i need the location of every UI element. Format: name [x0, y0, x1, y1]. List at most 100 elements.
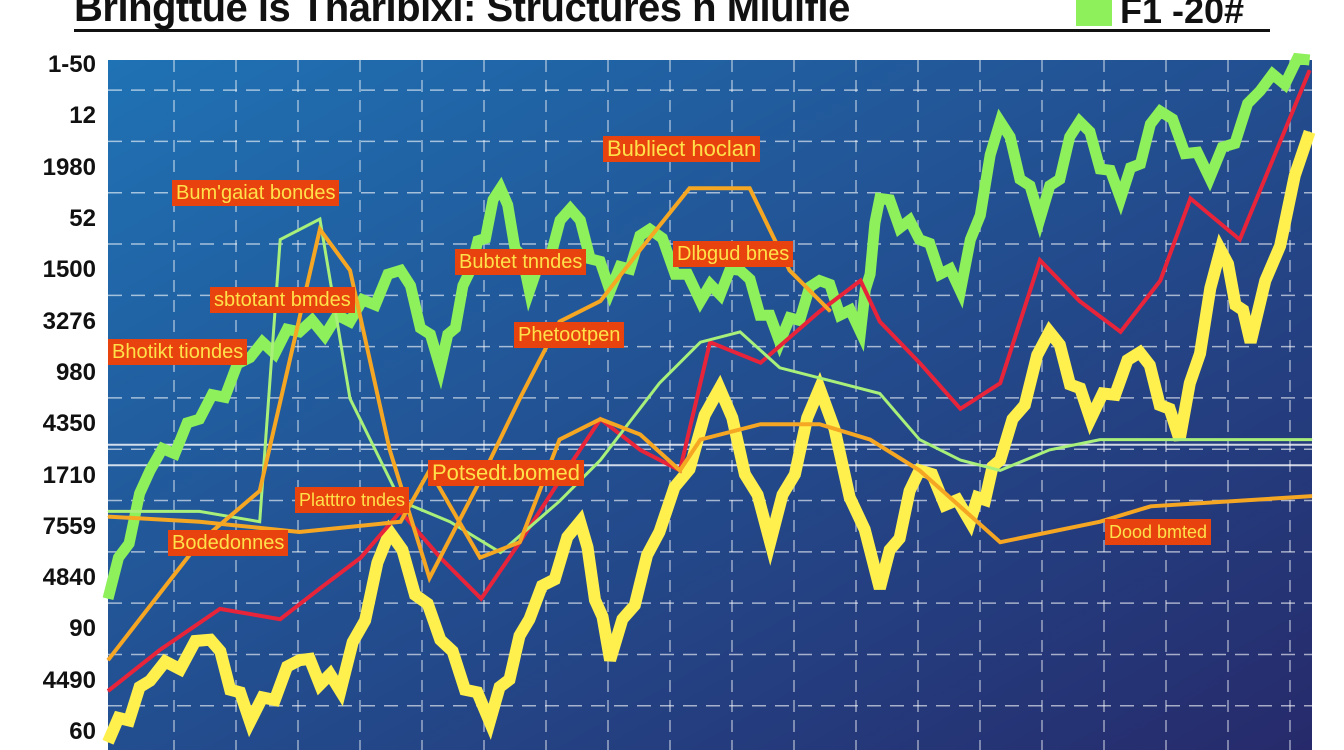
data-point	[298, 659, 300, 661]
data-point	[279, 239, 281, 241]
data-point	[107, 690, 109, 692]
data-point	[199, 521, 201, 523]
legend-swatch	[1076, 0, 1112, 26]
data-point	[649, 228, 651, 230]
data-point	[219, 608, 221, 610]
data-point	[999, 459, 1001, 461]
data-point	[500, 187, 502, 189]
data-point	[319, 228, 321, 230]
data-point	[959, 290, 961, 292]
data-point	[249, 357, 251, 359]
data-point	[259, 521, 261, 523]
data-point	[879, 198, 881, 200]
data-point	[479, 557, 481, 559]
data-point	[319, 587, 321, 589]
data-point	[209, 639, 211, 641]
y-tick-label: 7559	[42, 512, 96, 540]
data-point	[400, 269, 402, 271]
data-point	[1099, 521, 1101, 523]
data-point	[1309, 59, 1311, 61]
y-tick-label: 12	[69, 102, 96, 130]
data-point	[819, 280, 821, 282]
data-point	[439, 367, 441, 369]
data-point	[760, 423, 762, 425]
data-point	[999, 541, 1001, 543]
data-point	[1209, 177, 1211, 179]
data-point	[918, 439, 920, 441]
data-point	[719, 387, 721, 389]
data-point	[1219, 249, 1221, 251]
data-point	[107, 659, 109, 661]
annotation-label: Bubtet tnndes	[455, 249, 587, 275]
data-point	[559, 321, 560, 323]
data-point	[959, 408, 961, 410]
data-point	[1079, 300, 1081, 302]
data-point	[389, 449, 391, 451]
annotation-label: Phetootpen	[514, 322, 625, 348]
data-point	[639, 433, 641, 435]
series-line-4	[107, 416, 1313, 561]
data-point	[480, 598, 482, 600]
data-point	[559, 500, 560, 502]
annotation-label: Bubliect hoclan	[603, 136, 761, 162]
data-point	[749, 187, 751, 189]
data-point	[1159, 280, 1161, 282]
data-point	[999, 121, 1001, 123]
data-point	[107, 598, 109, 600]
data-point	[739, 331, 741, 333]
data-point	[199, 418, 201, 420]
series-line-5	[106, 186, 832, 662]
data-point	[107, 741, 109, 743]
data-point	[918, 239, 920, 241]
data-point	[788, 269, 790, 271]
data-point	[107, 510, 109, 512]
data-point	[149, 680, 151, 682]
data-point	[1311, 439, 1313, 441]
data-point	[599, 418, 601, 420]
data-point	[1150, 505, 1152, 507]
data-point	[249, 721, 251, 723]
data-point	[298, 331, 300, 333]
data-point	[1250, 341, 1252, 343]
data-point	[519, 398, 521, 400]
data-point	[439, 639, 441, 641]
chart-title: Bringttue is Tharibixi: Structures n Miu…	[74, 0, 850, 30]
data-point	[969, 521, 971, 523]
y-tick-label: 90	[69, 615, 96, 643]
data-point	[739, 269, 741, 271]
data-point	[699, 300, 701, 302]
annotation-label: Dlbgud bnes	[673, 241, 794, 267]
y-tick-label: 4350	[42, 410, 96, 438]
series-line-0	[102, 52, 1311, 601]
title-underline	[74, 29, 1270, 32]
data-point	[339, 690, 341, 692]
data-point	[1099, 439, 1101, 441]
y-tick-label: 1980	[42, 153, 96, 181]
y-tick-label: 3276	[42, 307, 96, 335]
legend-label: F1 -20#	[1120, 0, 1245, 31]
annotation-label: sbtotant bmdes	[210, 287, 355, 313]
data-point	[500, 551, 502, 553]
series-group	[102, 52, 1316, 745]
data-point	[999, 469, 1001, 471]
data-point	[779, 367, 781, 369]
data-point	[1120, 331, 1122, 333]
data-point	[819, 387, 821, 389]
data-point	[599, 300, 601, 302]
y-tick-label: 4840	[42, 564, 96, 592]
data-point	[999, 382, 1001, 384]
data-point	[769, 541, 771, 543]
annotation-label: Bodedonnes	[168, 530, 289, 556]
data-point	[1049, 331, 1051, 333]
data-point	[1259, 90, 1261, 92]
data-point	[1311, 495, 1313, 497]
data-point	[1309, 131, 1311, 133]
data-point	[298, 531, 300, 533]
data-point	[349, 321, 351, 323]
data-point	[519, 541, 521, 543]
data-point	[569, 208, 571, 210]
data-point	[559, 439, 560, 441]
data-point	[918, 469, 920, 471]
y-tick-label: 60	[69, 718, 96, 746]
y-tick-label: 4490	[42, 666, 96, 694]
